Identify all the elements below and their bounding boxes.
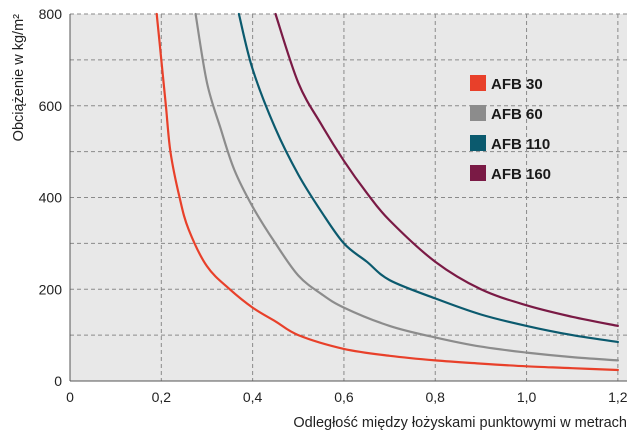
legend-swatch xyxy=(470,135,486,151)
x-tick-label: 0,6 xyxy=(334,389,354,405)
y-tick-label: 400 xyxy=(39,190,63,206)
y-axis-title: Obciążenie w kg/m² xyxy=(11,14,27,141)
series-line-afb-160 xyxy=(274,12,619,327)
plot-area xyxy=(70,14,627,381)
legend-label: AFB 110 xyxy=(491,136,550,153)
y-tick-label: 800 xyxy=(39,6,63,22)
legend-label: AFB 30 xyxy=(491,76,543,93)
y-tick-label: 600 xyxy=(39,98,63,114)
x-tick-label: 1,2 xyxy=(608,389,628,405)
y-tick-label: 0 xyxy=(54,373,62,389)
x-tick-label: 1,0 xyxy=(517,389,537,405)
legend-swatch xyxy=(470,165,486,181)
x-tick-label: 0 xyxy=(66,389,74,405)
series-line-afb-30 xyxy=(155,12,619,372)
x-tick-label: 0,8 xyxy=(426,389,446,405)
grid xyxy=(69,13,627,382)
y-tick-label: 200 xyxy=(39,281,63,297)
tick-labels: 0 0,2 0,4 0,6 0,8 1,0 1,2 0 200 400 600 800 xyxy=(39,6,628,405)
legend-label: AFB 60 xyxy=(491,106,543,123)
x-axis-title: Odległość między łożyskami punktowymi w … xyxy=(293,415,627,431)
series-line-afb-60 xyxy=(194,12,619,362)
legend-label: AFB 160 xyxy=(491,166,551,183)
x-tick-label: 0,2 xyxy=(152,389,172,405)
series-lines xyxy=(155,12,619,372)
legend-swatch xyxy=(470,75,486,91)
series-line-afb-110 xyxy=(237,12,619,344)
legend-swatch xyxy=(470,105,486,121)
x-tick-label: 0,4 xyxy=(243,389,263,405)
legend: AFB 30 AFB 60 AFB 110 AFB 160 xyxy=(470,75,551,183)
